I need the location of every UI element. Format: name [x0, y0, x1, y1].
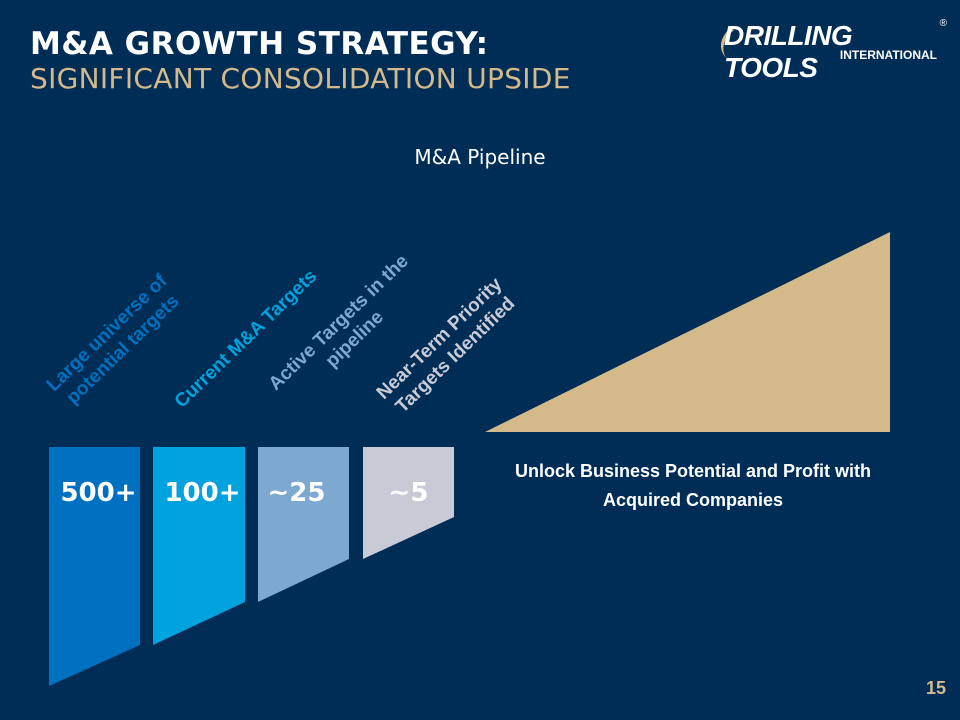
company-logo: DRILLING TOOLS ® INTERNATIONAL	[712, 18, 947, 83]
stage-bar-100	[153, 447, 245, 645]
logo-sub-text: INTERNATIONAL	[839, 48, 937, 62]
growth-caption: Unlock Business Potential and Profit wit…	[514, 461, 872, 510]
stage-bar-500	[49, 447, 140, 686]
growth-triangle	[485, 232, 890, 432]
stage-value-25: ~25	[267, 478, 326, 508]
stage-value-5: ~5	[388, 478, 429, 508]
stage-value-500: 500+	[60, 478, 137, 508]
title-line-2: SIGNIFICANT CONSOLIDATION UPSIDE	[30, 62, 571, 95]
logo-registered: ®	[939, 18, 947, 29]
stage-value-100: 100+	[164, 478, 241, 508]
pipeline-heading: M&A Pipeline	[0, 145, 960, 169]
title-line-1: M&A GROWTH STRATEGY:	[30, 26, 489, 62]
stage-bar-5	[363, 447, 454, 559]
stage-bar-25	[258, 447, 349, 602]
pipeline-heading-text: M&A Pipeline	[414, 145, 546, 169]
logo-main-text: DRILLING TOOLS	[724, 20, 853, 83]
page-number: 15	[925, 678, 946, 698]
logo-swoosh-icon	[720, 28, 734, 58]
